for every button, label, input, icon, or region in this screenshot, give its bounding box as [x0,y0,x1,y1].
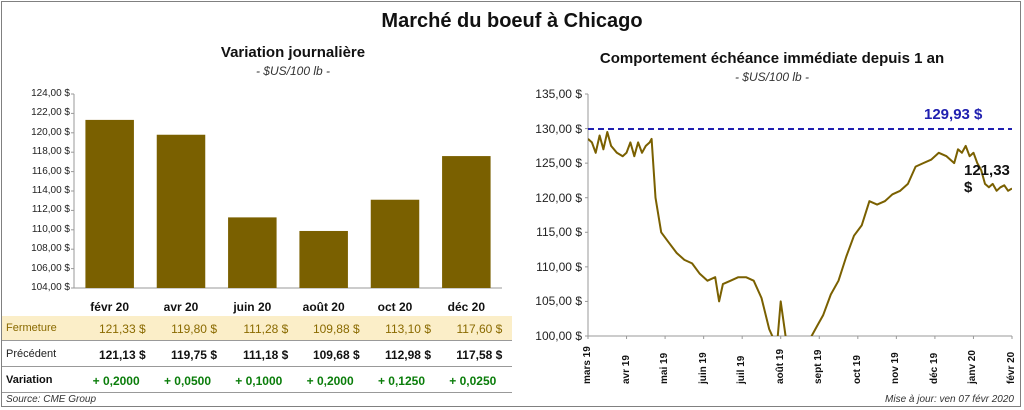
line-x-month-label: mars 19 [582,346,593,384]
bar-y-tick-label: 114,00 $ [31,185,70,196]
update-note: Mise à jour: ven 07 févr 2020 [885,394,1014,405]
table-cell: 111,18 $ [242,348,289,362]
bar-4 [370,199,420,288]
table-divider [2,340,512,341]
bar-3 [299,230,348,288]
line-chart-unit: - $US/100 lb - [734,70,810,84]
table-cell: + 0,1000 [235,374,283,388]
line-y-tick-label: 105,00 $ [535,294,582,309]
line-y-tick-label: 115,00 $ [536,225,582,240]
table-cell: 119,80 $ [171,322,217,336]
bar-y-tick-label: 116,00 $ [31,165,70,177]
line-x-month-label: avr 19 [620,355,632,384]
bar-chart-title: Variation journalière [220,44,366,61]
bar-y-tick-label: 108,00 $ [31,243,70,255]
bar-y-tick-label: 104,00 $ [31,282,70,293]
bar-chart-unit: - $US/100 lb - [255,64,331,78]
page-title: Marché du boeuf à Chicago [381,10,643,32]
line-x-month-label: oct 19 [851,355,863,384]
bar-category-label: août 20 [302,300,345,314]
source-note: Source: CME Group [6,394,97,405]
bar-y-tick-label: 118,00 $ [31,146,70,158]
line-y-tick-label: 135,00 $ [535,87,582,101]
table-cell: 109,68 $ [312,348,360,362]
bar-category-label: déc 20 [447,300,485,314]
last-price-label: 121,33 $ [964,162,1010,196]
table-cell: + 0,0500 [163,374,211,388]
line-x-month-label: déc 19 [928,352,940,384]
line-y-tick-label: 130,00 $ [535,121,582,136]
bar-y-tick-label: 106,00 $ [31,262,70,274]
table-cell: 112,98 $ [384,348,431,362]
table-cell: + 0,0250 [449,374,497,388]
table-cell: 117,58 $ [456,348,503,362]
table-divider [2,366,512,367]
table-cell: 113,10 $ [385,322,431,336]
table-cell: + 0,1250 [377,374,425,388]
bar-category-label: avr 20 [163,300,199,314]
table-cell: 109,88 $ [312,322,360,336]
bar-y-tick-label: 124,00 $ [31,88,70,99]
table-cell: 119,75 $ [170,348,217,362]
line-x-month-label: juin 19 [697,352,709,384]
bar-y-tick-label: 110,00 $ [31,223,70,235]
table-cell: + 0,2000 [306,374,354,388]
table-cell: 117,60 $ [456,322,503,336]
bar-category-label: juin 20 [233,300,272,314]
line-y-tick-label: 125,00 $ [535,156,582,171]
bar-category-label: févr 20 [90,300,129,314]
line-x-month-label: nov 19 [890,352,902,384]
bar-y-tick-label: 112,00 $ [31,204,70,216]
bar-2 [228,217,277,288]
table-row-label: Variation [6,374,53,386]
line-x-month-label: mai 19 [659,352,671,384]
line-x-month-label: juil 19 [736,355,748,384]
line-y-tick-label: 100,00 $ [535,329,582,343]
table-cell: 121,13 $ [98,348,146,362]
table-cell: + 0,2000 [92,374,140,388]
line-y-tick-label: 120,00 $ [535,190,582,205]
table-row-label: Fermeture [6,322,57,334]
table-cell: 111,28 $ [243,322,289,336]
line-chart-title: Comportement échéance immédiate depuis 1… [599,50,945,67]
bar-category-label: oct 20 [377,300,413,314]
table-row-label: Précédent [6,348,57,360]
price-series-line [588,131,1012,336]
bar-5 [442,156,491,288]
table-row-highlight [2,316,512,340]
line-x-month-label: févr 20 [1006,351,1017,384]
reference-price-label: 129,93 $ [924,106,983,123]
line-x-month-label: janv 20 [967,350,979,384]
line-x-month-label: août 19 [774,348,786,384]
bar-0 [85,119,134,288]
bar-1 [156,134,206,288]
table-divider [2,392,512,393]
line-x-month-label: sept 19 [813,349,825,384]
line-y-tick-label: 110,00 $ [536,259,582,274]
bar-y-tick-label: 120,00 $ [31,126,70,138]
bar-y-tick-label: 122,00 $ [31,107,70,119]
table-cell: 121,33 $ [98,322,146,336]
